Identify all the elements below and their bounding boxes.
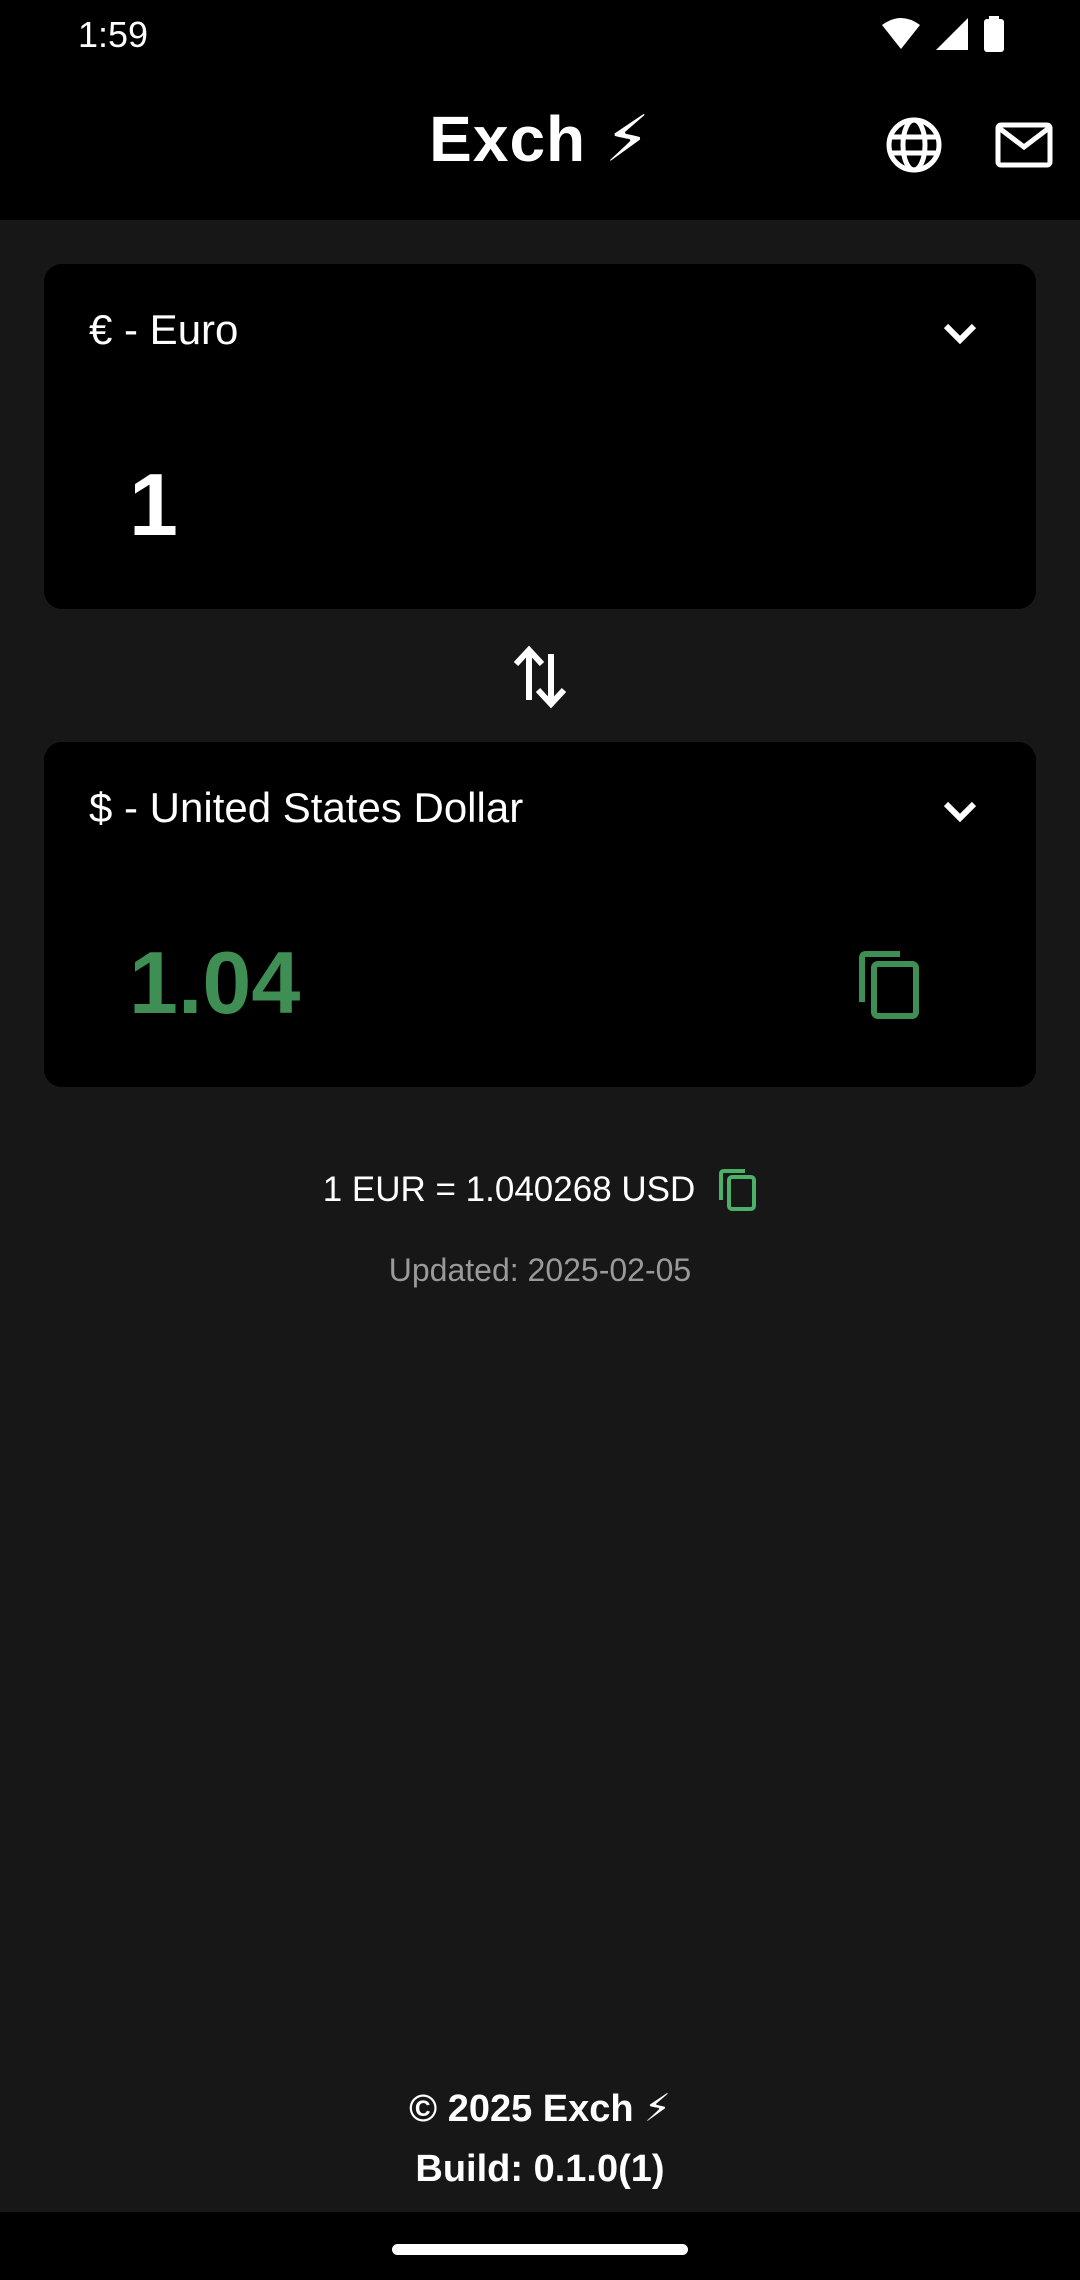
copy-icon[interactable]: [856, 950, 920, 1020]
to-currency-select[interactable]: $ - United States Dollar: [44, 742, 1036, 877]
from-currency-card: € - Euro 1: [44, 264, 1036, 609]
from-currency-label: € - Euro: [89, 306, 239, 353]
build-version: 0.1.0(1): [533, 2148, 665, 2190]
cellular-signal-icon: [936, 18, 968, 50]
build-label: Build:: [415, 2148, 524, 2190]
to-currency-card: $ - United States Dollar 1.04: [44, 742, 1036, 1087]
converted-amount: 1.04: [129, 933, 301, 1032]
updated-date: Updated: 2025-02-05: [388, 1252, 692, 1288]
globe-icon: [886, 117, 942, 173]
from-currency-select[interactable]: € - Euro: [44, 264, 1036, 399]
to-currency-label: $ - United States Dollar: [89, 784, 524, 831]
from-amount-input[interactable]: 1: [129, 455, 178, 554]
status-bar: 1:59: [0, 0, 1080, 70]
navigation-bar: [0, 2212, 1080, 2280]
exchange-rate-text: 1 EUR = 1.040268 USD: [322, 1170, 696, 1209]
exchange-rate-line: 1 EUR = 1.040268 USD: [0, 1168, 1080, 1212]
wifi-icon: [882, 18, 920, 49]
battery-icon: [984, 16, 1004, 52]
contact-button[interactable]: [994, 115, 1054, 175]
footer-copyright: © 2025 Exch ⚡: [409, 2088, 671, 2130]
chevron-down-icon: [943, 323, 977, 345]
home-gesture-handle[interactable]: [392, 2244, 688, 2255]
app-header: Exch ⚡: [0, 70, 1080, 220]
language-button[interactable]: [884, 115, 944, 175]
swap-icon[interactable]: [510, 642, 570, 712]
status-time: 1:59: [78, 14, 149, 55]
status-icons: [881, 16, 1005, 52]
chevron-down-icon: [943, 801, 977, 823]
footer-build: Build: 0.1.0(1): [0, 2148, 1080, 2191]
app-title: Exch ⚡: [429, 103, 651, 175]
mail-icon: [995, 122, 1053, 168]
copy-rate-icon[interactable]: [717, 1168, 757, 1212]
